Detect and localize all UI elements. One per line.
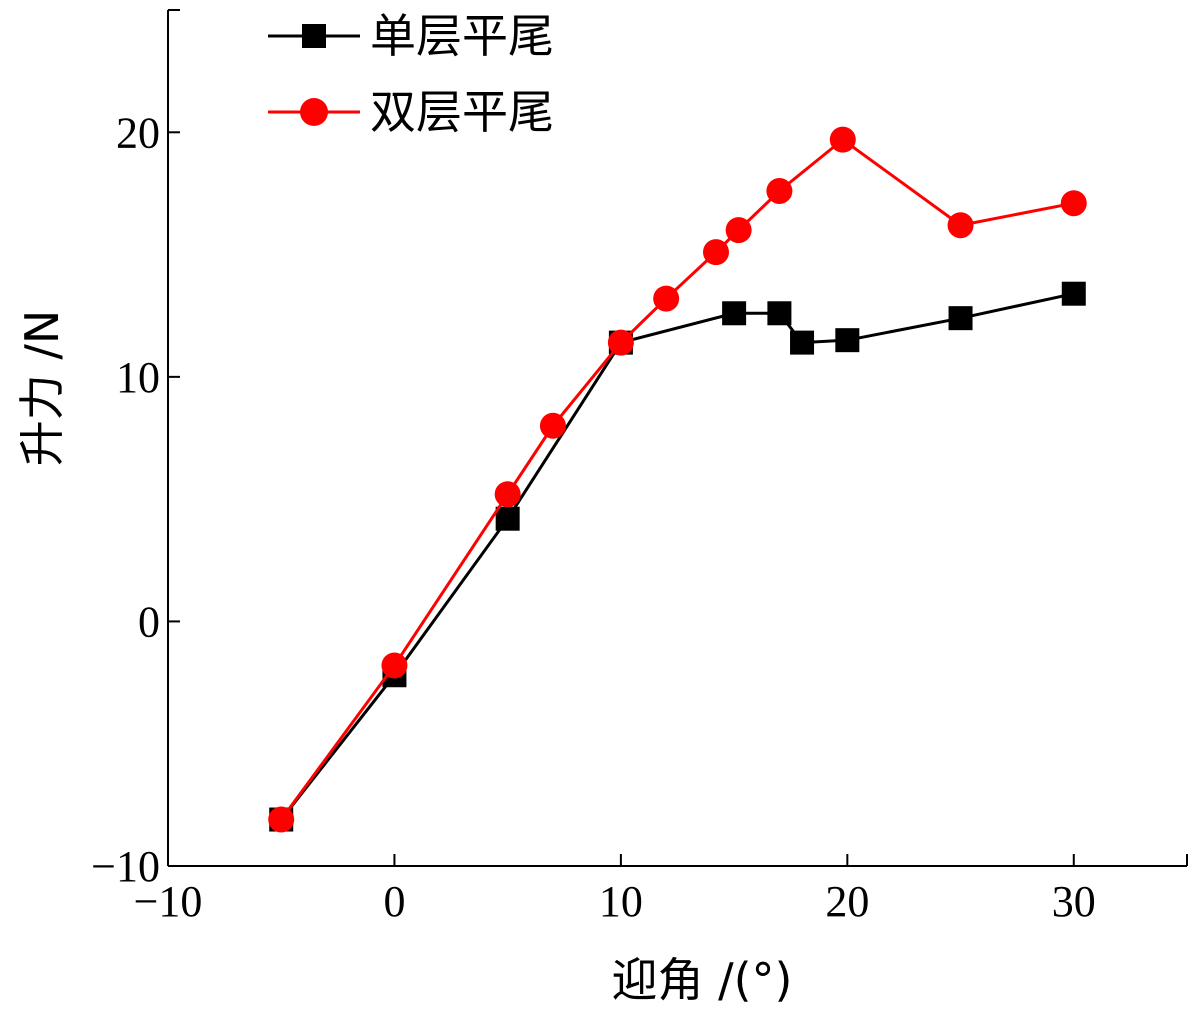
x-tick-label: 10 [599,877,643,926]
series-line [280,137,1075,821]
x-tick-label: −10 [134,877,203,926]
data-point-circle [702,239,729,266]
data-point-square [767,301,792,326]
data-point-circle [494,481,521,508]
y-tick-label: 20 [116,108,160,157]
axes: −10 0 10 20 30 −10 0 10 20 [91,9,1188,926]
y-axis-title: 升力 /N [15,310,69,467]
data-point-circle [947,212,974,239]
data-point-circle [653,285,680,312]
data-point-circle [829,126,856,153]
data-point-square [790,330,815,355]
data-point-square [835,328,860,353]
legend-marker-square [302,24,326,48]
y-tick-label: 0 [138,597,160,646]
data-point-circle [268,806,295,833]
y-tick-label: 10 [116,353,160,402]
x-tick-label: 20 [825,877,869,926]
data-point-circle [725,217,752,244]
y-tick-label: −10 [91,842,160,891]
data-point-circle [539,412,566,439]
x-tick-label: 0 [383,877,405,926]
data-point-square [1061,281,1086,306]
legend-item: 单层平尾 [268,9,554,63]
data-point-square [495,506,520,531]
legend-item: 双层平尾 [268,85,554,139]
series-1 [269,281,1086,832]
legend-marker-circle [300,98,328,126]
data-point-circle [1060,190,1087,217]
data-point-square [948,306,973,331]
legend-label: 双层平尾 [370,85,554,139]
data-point-circle [607,329,634,356]
series-layer [268,126,1087,833]
legend-label: 单层平尾 [370,9,554,63]
data-point-circle [766,177,793,204]
x-axis-title: 迎角 /(°) [611,953,792,1007]
x-tick-label: 30 [1052,877,1096,926]
data-point-square [722,301,747,326]
series-line [280,292,1075,821]
data-point-circle [381,652,408,679]
series-2 [268,126,1087,833]
